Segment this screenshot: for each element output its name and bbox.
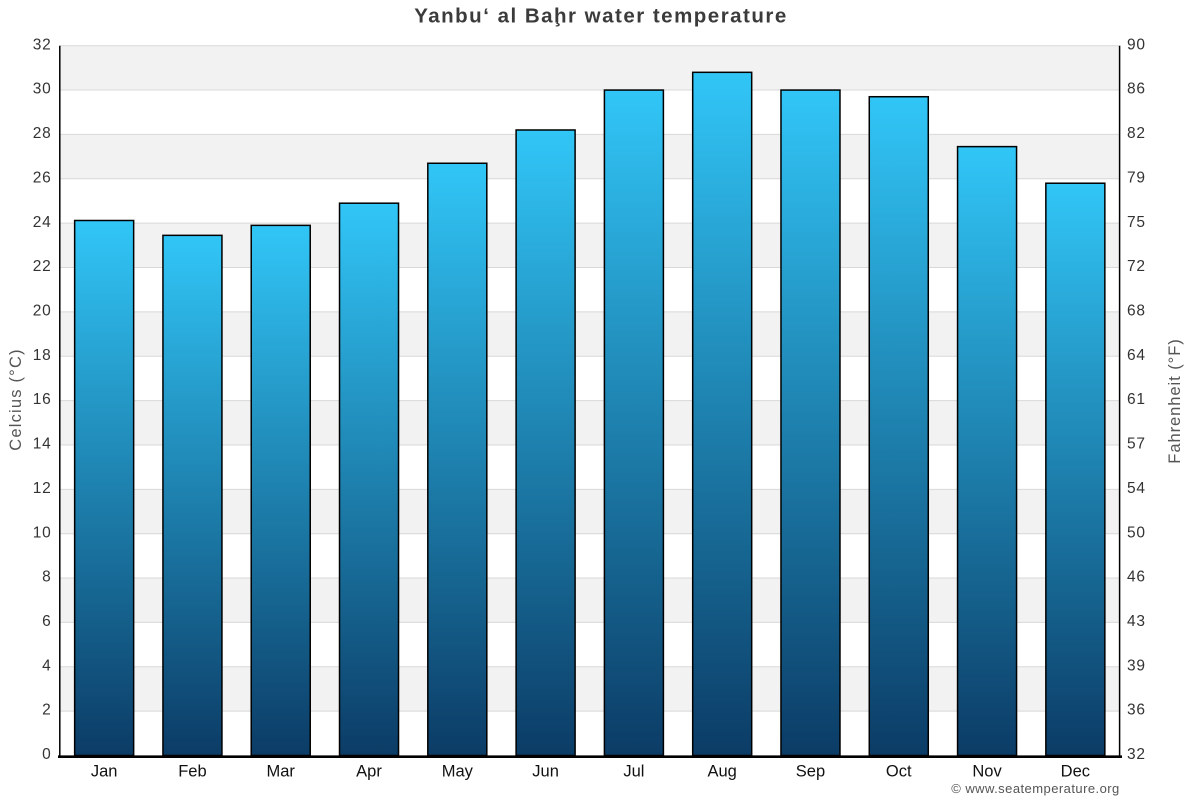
svg-text:Jan: Jan (91, 763, 118, 781)
svg-text:May: May (442, 763, 474, 781)
svg-text:50: 50 (1127, 524, 1146, 541)
svg-text:0: 0 (42, 746, 51, 763)
svg-text:14: 14 (33, 436, 52, 453)
svg-text:57: 57 (1127, 436, 1146, 453)
svg-text:18: 18 (33, 347, 52, 364)
svg-text:30: 30 (33, 81, 52, 98)
svg-text:54: 54 (1127, 480, 1146, 497)
svg-text:39: 39 (1127, 657, 1146, 674)
svg-text:36: 36 (1127, 702, 1146, 719)
svg-text:Oct: Oct (886, 763, 912, 781)
svg-text:90: 90 (1127, 36, 1146, 53)
svg-text:2: 2 (42, 702, 51, 719)
svg-text:Celcius (°C): Celcius (°C) (7, 348, 25, 450)
svg-text:22: 22 (33, 258, 52, 275)
svg-text:86: 86 (1127, 81, 1146, 98)
svg-text:32: 32 (1127, 746, 1146, 763)
svg-text:32: 32 (33, 36, 52, 53)
svg-text:26: 26 (33, 169, 52, 186)
svg-text:Sep: Sep (796, 763, 825, 781)
svg-text:64: 64 (1127, 347, 1146, 364)
svg-text:43: 43 (1127, 613, 1146, 630)
svg-text:75: 75 (1127, 214, 1146, 231)
svg-text:12: 12 (33, 480, 52, 497)
svg-text:Feb: Feb (178, 763, 206, 781)
svg-text:16: 16 (33, 391, 52, 408)
svg-text:79: 79 (1127, 169, 1146, 186)
svg-text:68: 68 (1127, 302, 1146, 319)
svg-text:46: 46 (1127, 569, 1146, 586)
svg-text:Jun: Jun (532, 763, 559, 781)
svg-text:Fahrenheit (°F): Fahrenheit (°F) (1166, 338, 1184, 463)
svg-text:82: 82 (1127, 125, 1146, 142)
svg-text:8: 8 (42, 569, 51, 586)
svg-text:61: 61 (1127, 391, 1146, 408)
svg-text:Jul: Jul (623, 763, 644, 781)
svg-text:Aug: Aug (708, 763, 737, 781)
svg-text:10: 10 (33, 524, 52, 541)
svg-text:Yanbu‘ al Baḩr water temperatu: Yanbu‘ al Baḩr water temperature (414, 5, 788, 28)
svg-text:24: 24 (33, 214, 52, 231)
svg-text:Mar: Mar (267, 763, 296, 781)
svg-text:72: 72 (1127, 258, 1146, 275)
svg-text:4: 4 (42, 657, 51, 674)
svg-text:20: 20 (33, 302, 52, 319)
svg-text:Dec: Dec (1061, 763, 1090, 781)
svg-text:28: 28 (33, 125, 52, 142)
svg-text:Nov: Nov (972, 763, 1002, 781)
svg-text:Apr: Apr (356, 763, 382, 781)
svg-text:© www.seatemperature.org: © www.seatemperature.org (951, 781, 1120, 796)
svg-text:6: 6 (42, 613, 51, 630)
